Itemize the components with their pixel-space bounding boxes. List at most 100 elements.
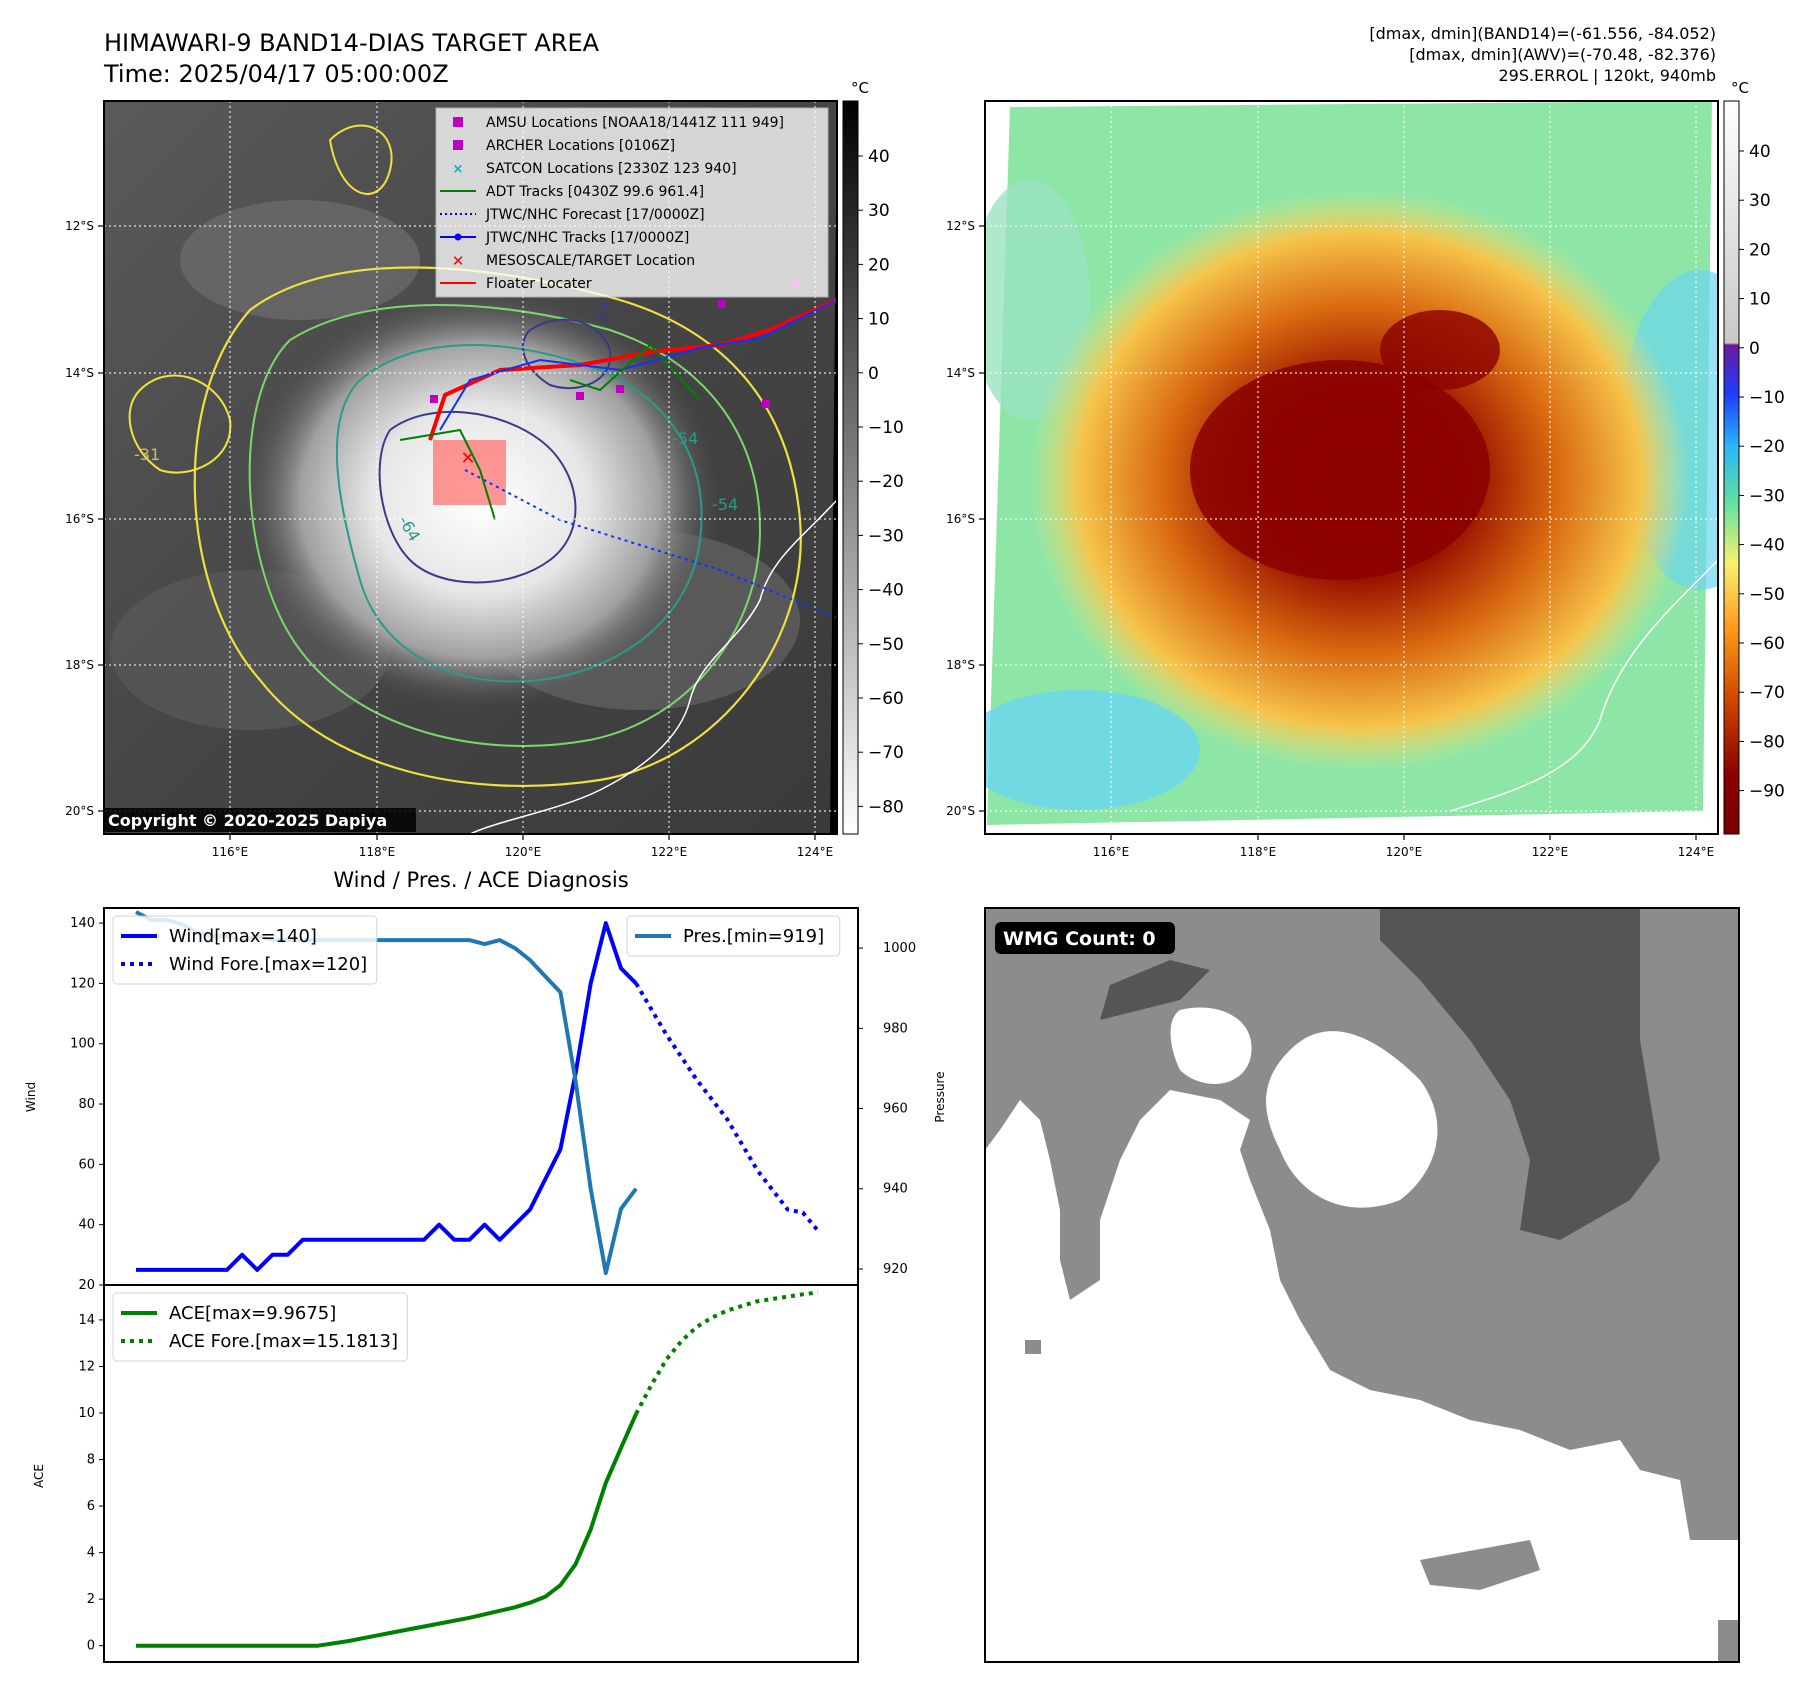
ace-y-tick-label: 6 xyxy=(87,1499,95,1514)
ir-colorbar-tick-label: −50 xyxy=(868,635,904,655)
ir-jtwc-track xyxy=(439,299,837,431)
ace-y-tick-label: 4 xyxy=(87,1546,95,1561)
awv-colorbar-tick-label: −60 xyxy=(1749,634,1785,654)
pressure-axis-label: Pressure xyxy=(933,1071,947,1122)
wind-y2-tick-label: 940 xyxy=(883,1182,908,1197)
awv-coastline xyxy=(1449,559,1718,812)
awv-colorbar-tick-label: 30 xyxy=(1749,191,1771,211)
ir-colorbar-unit: °C xyxy=(851,79,869,97)
awv-map-panel xyxy=(984,100,1719,835)
ir-colorbar-tick-label: −40 xyxy=(868,581,904,601)
ir-lat-label: 18°S xyxy=(65,658,94,672)
ir-lat-label: 14°S xyxy=(65,366,94,380)
legend-label: JTWC/NHC Tracks [17/0000Z] xyxy=(485,230,689,246)
info-band14: [dmax, dmin](BAND14)=(-61.556, -84.052) xyxy=(1369,24,1716,43)
ace-y-tick-label: 10 xyxy=(78,1406,95,1421)
ace-y-tick-label: 14 xyxy=(78,1313,95,1328)
ace-legend-label: ACE Fore.[max=15.1813] xyxy=(169,1331,398,1352)
wind-series-wind xyxy=(136,921,638,1272)
ir-lon-label: 120°E xyxy=(505,845,542,859)
awv-lat-label: 18°S xyxy=(946,658,975,672)
awv-colorbar-tick-label: −70 xyxy=(1749,683,1785,703)
awv-lon-label: 118°E xyxy=(1240,845,1277,859)
ace-chart: 0 2 4 6 8 10 12 14 ACE[max=9.9675] ACE Fore.[max=… xyxy=(78,1284,859,1663)
awv-graticule xyxy=(985,101,1718,834)
figure-time: Time: 2025/04/17 05:00:00Z xyxy=(103,60,449,88)
pressure-legend-box xyxy=(626,915,841,957)
awv-colorbar-tick-label: −90 xyxy=(1749,782,1785,802)
legend-label: SATCON Locations [2330Z 123 940] xyxy=(486,161,737,177)
ir-contour-label: -54 xyxy=(672,429,698,448)
ir-floater-track xyxy=(428,298,837,441)
figure-title: HIMAWARI-9 BAND14-DIAS TARGET AREA xyxy=(104,29,600,57)
ir-colorbar-tick-label: −70 xyxy=(868,743,904,763)
ir-colorbar: °C 40 30 20 10 0 −10 −20 −30 −40 −50 −60 −70 −80 xyxy=(842,79,904,835)
ir-jtwc-forecast xyxy=(464,469,837,619)
ir-colorbar-tick-label: −30 xyxy=(868,526,904,546)
ir-colorbar-tick-label: −80 xyxy=(868,797,904,817)
info-awv: [dmax, dmin](AWV)=(-70.48, -82.376) xyxy=(1409,45,1716,64)
legend-marker: ✕ xyxy=(452,252,465,270)
wind-y2-tick-label: 960 xyxy=(883,1102,908,1117)
copyright-box xyxy=(104,808,416,832)
legend-marker: × xyxy=(453,162,464,177)
info-storm: 29S.ERROL | 120kt, 940mb xyxy=(1498,66,1716,85)
awv-lat-label: 16°S xyxy=(946,512,975,526)
wind-y-tick-label: 140 xyxy=(70,916,95,931)
pressure-legend-label: Pres.[min=919] xyxy=(683,926,824,947)
wind-pressure-chart: 20 40 60 80 100 120 140 920 940 960 980 1000 Wind[ma… xyxy=(70,907,916,1293)
awv-lat-label: 14°S xyxy=(946,366,975,380)
ir-lon-label: 122°E xyxy=(651,845,688,859)
ace-legend-box xyxy=(112,1292,408,1362)
wmg-dark-region xyxy=(1380,908,1660,1240)
ir-contour-label: -54 xyxy=(712,495,738,514)
ace-y-tick-label: 0 xyxy=(87,1639,95,1654)
wind-y-tick-label: 120 xyxy=(70,976,95,991)
legend-label: AMSU Locations [NOAA18/1441Z 111 949] xyxy=(486,115,784,131)
ir-colorbar-tick-label: −20 xyxy=(868,472,904,492)
ir-coastline xyxy=(469,499,837,834)
wind-y-tick-label: 100 xyxy=(70,1037,95,1052)
wind-y-tick-label: 40 xyxy=(78,1218,95,1233)
legend-marker xyxy=(453,117,463,127)
awv-colorbar-tick-label: 0 xyxy=(1749,339,1760,359)
wind-legend-label: Wind Fore.[max=120] xyxy=(169,954,367,975)
awv-colorbar-tick-label: −10 xyxy=(1749,388,1785,408)
awv-colorbar-tick-label: −40 xyxy=(1749,536,1785,556)
legend-label: MESOSCALE/TARGET Location xyxy=(486,253,695,269)
ace-axis-label: ACE xyxy=(32,1464,46,1488)
ir-map-panel: ✕ xyxy=(103,100,838,835)
awv-colorbar-tick-label: −80 xyxy=(1749,732,1785,752)
awv-colorbar-tick-label: 10 xyxy=(1749,290,1771,310)
awv-colorbar-tick-label: −50 xyxy=(1749,585,1785,605)
wind-axis-label: Wind xyxy=(24,1082,38,1112)
wind-y-tick-label: 60 xyxy=(78,1157,95,1172)
awv-colorbar-unit: °C xyxy=(1731,79,1749,97)
wmg-count-badge xyxy=(995,922,1175,954)
ace-y-tick-label: 8 xyxy=(87,1453,95,1468)
chart-title: Wind / Pres. / ACE Diagnosis xyxy=(333,868,628,892)
awv-colorbar-tick-label: −20 xyxy=(1749,437,1785,457)
ir-colorbar-tick-label: 30 xyxy=(868,201,890,221)
wind-y-tick-label: 20 xyxy=(78,1278,95,1293)
ace-series-ace xyxy=(136,1412,638,1648)
ir-lat-label: 16°S xyxy=(65,512,94,526)
copyright-text: Copyright © 2020-2025 Dapiya xyxy=(108,811,387,830)
awv-lat-label: 12°S xyxy=(946,219,975,233)
wind-legend-box xyxy=(112,915,378,985)
ir-axis-ticks: 116°E 118°E 120°E 122°E 124°E 12°S 14°S 16°S 18°… xyxy=(65,219,833,859)
ir-colorbar-tick-label: 40 xyxy=(868,147,890,167)
ir-adt-track xyxy=(399,428,496,521)
awv-colorbar-tick-label: 20 xyxy=(1749,240,1771,260)
ir-contour-label: -31 xyxy=(134,445,160,464)
legend-label: ARCHER Locations [0106Z] xyxy=(486,138,675,154)
wind-y2-tick-label: 980 xyxy=(883,1021,908,1036)
awv-colorbar: °C 40 30 20 10 0 −10 −20 −30 −40 −50 −60 −70 −80 −90 xyxy=(1723,79,1785,835)
ir-lon-label: 116°E xyxy=(212,845,249,859)
wind-y-tick-label: 80 xyxy=(78,1097,95,1112)
legend-marker xyxy=(453,140,463,150)
ir-lon-label: 118°E xyxy=(359,845,396,859)
wmg-panel: WMG Count: 0 xyxy=(984,907,1740,1663)
awv-lon-label: 116°E xyxy=(1093,845,1130,859)
ir-colorbar-tick-label: −60 xyxy=(868,689,904,709)
